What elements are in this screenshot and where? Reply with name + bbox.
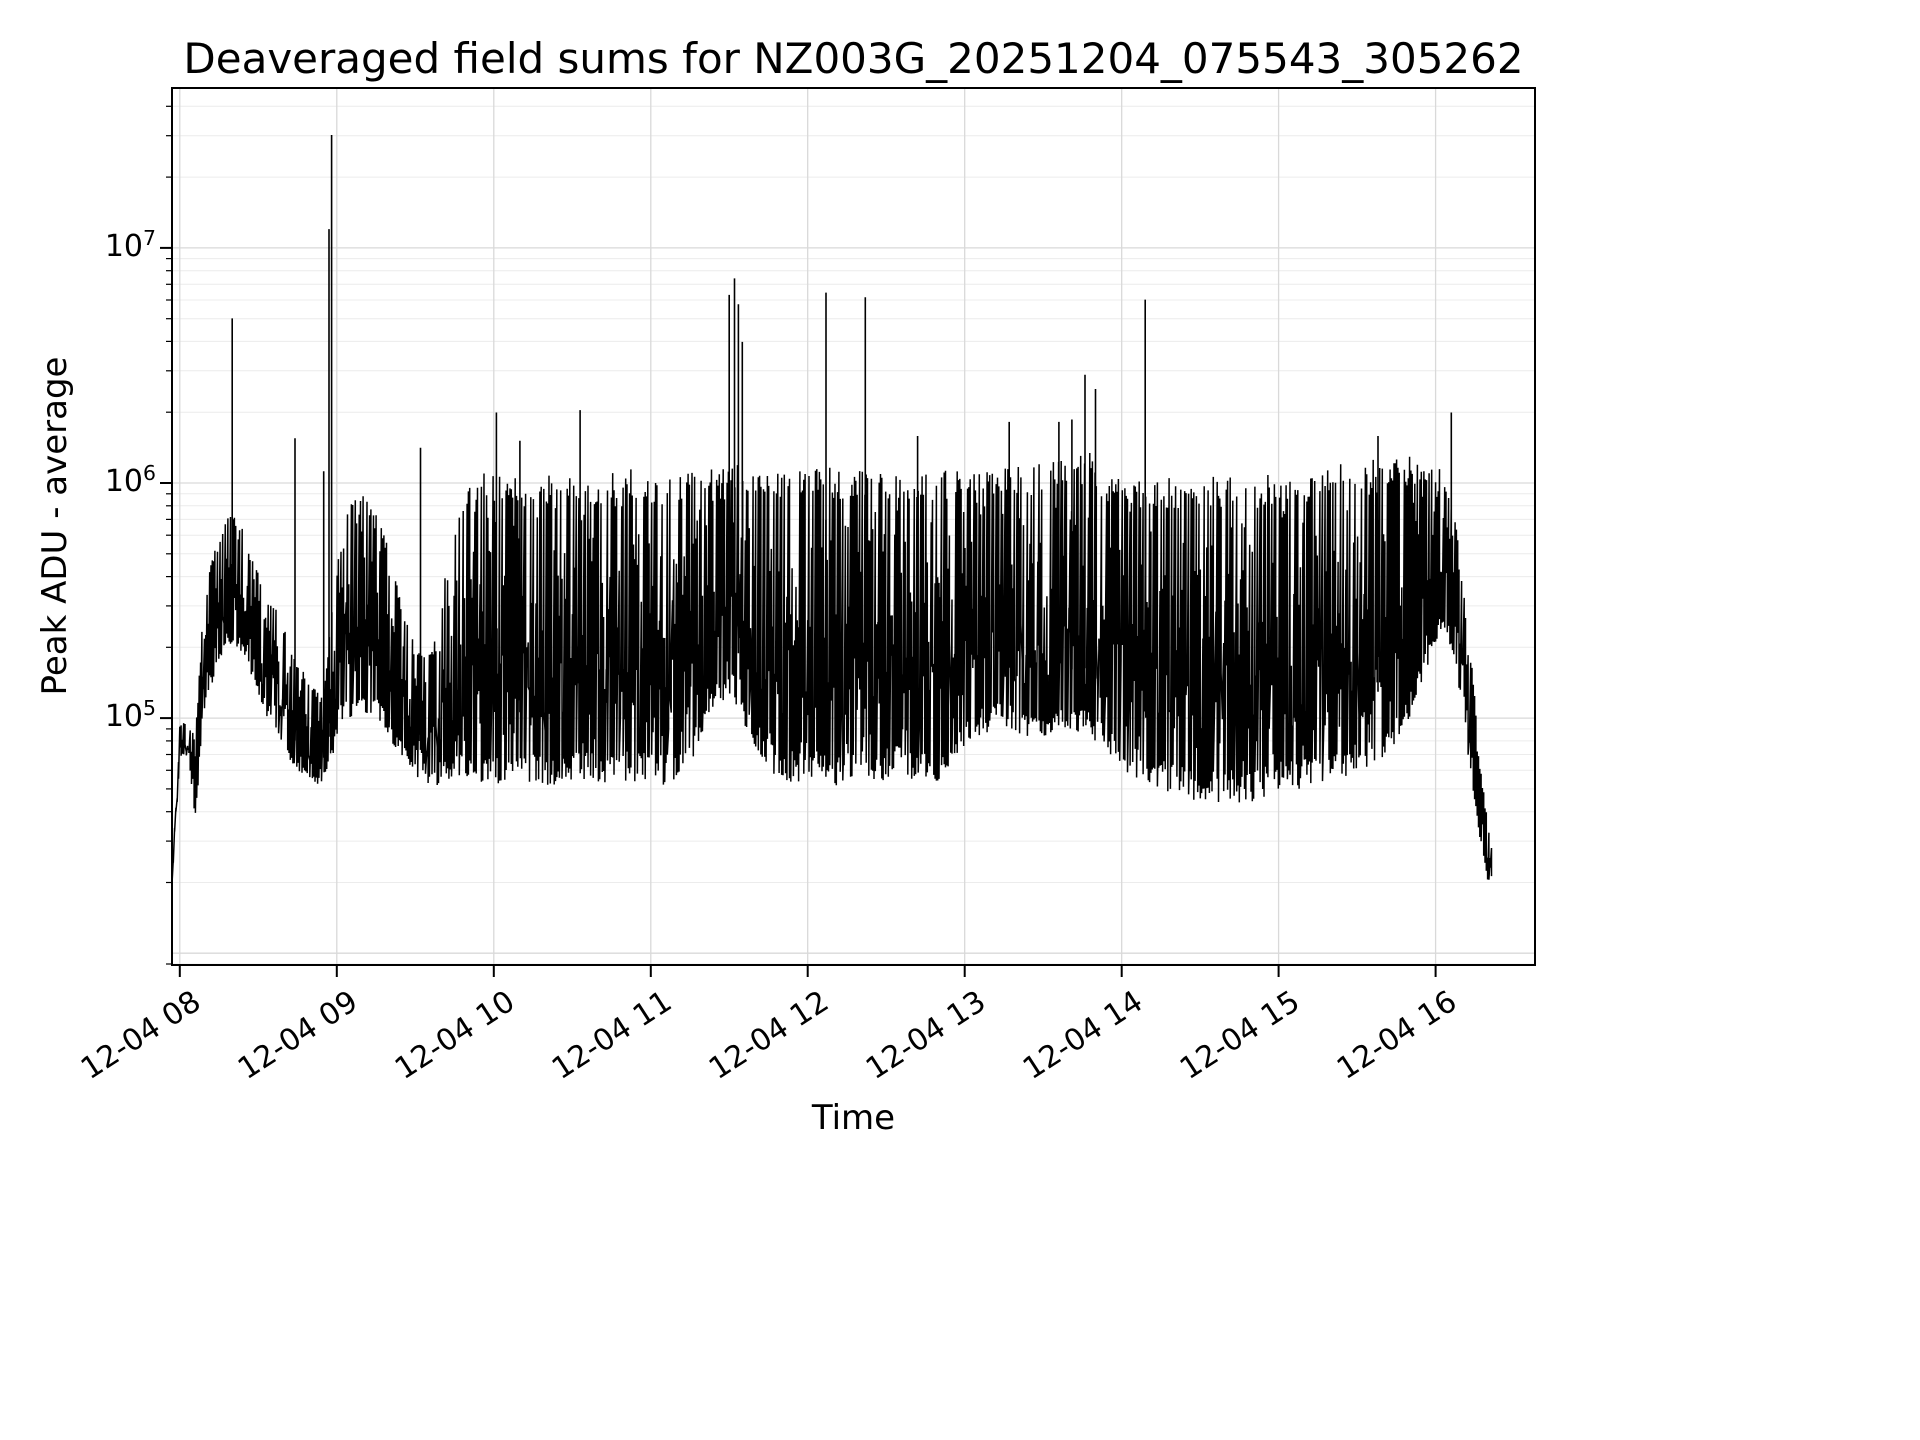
series-spikes [231,135,1453,758]
chart-title: Deaveraged field sums for NZ003G_2025120… [183,34,1524,83]
axes [160,87,1536,977]
x-axis-label: Time [811,1098,896,1138]
series-line [171,452,1493,884]
